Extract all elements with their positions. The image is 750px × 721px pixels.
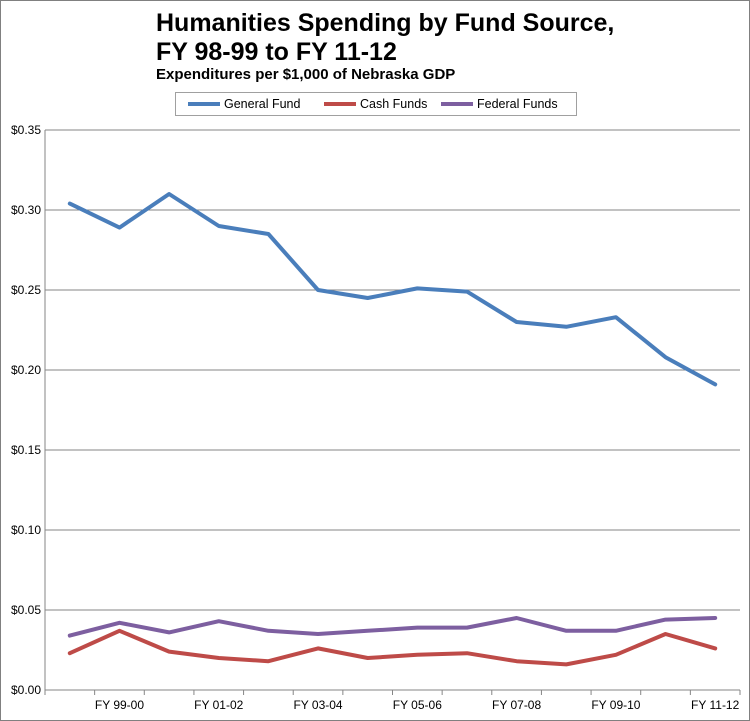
x-tick-label-5: FY 09-10 bbox=[591, 698, 640, 712]
y-tick-label-1: $0.05 bbox=[11, 603, 41, 617]
legend-item-general-fund: General Fund bbox=[188, 93, 300, 115]
y-tick-label-7: $0.35 bbox=[11, 123, 41, 137]
legend-label-cash-funds: Cash Funds bbox=[360, 97, 428, 111]
chart-title-line-2: FY 98-99 to FY 11-12 bbox=[156, 38, 397, 66]
chart-title: Humanities Spending by Fund Source, FY 9… bbox=[156, 9, 676, 67]
x-tick-label-2: FY 03-04 bbox=[293, 698, 342, 712]
chart-legend: General Fund Cash Funds Federal Funds bbox=[175, 92, 577, 116]
y-tick-label-0: $0.00 bbox=[11, 683, 41, 697]
y-tick-label-3: $0.15 bbox=[11, 443, 41, 457]
legend-swatch-general-fund bbox=[188, 102, 220, 106]
y-tick-label-6: $0.30 bbox=[11, 203, 41, 217]
legend-label-general-fund: General Fund bbox=[224, 97, 301, 111]
chart-subtitle: Expenditures per $1,000 of Nebraska GDP bbox=[156, 66, 456, 83]
x-tick-label-6: FY 11-12 bbox=[691, 698, 740, 712]
y-tick-label-2: $0.10 bbox=[11, 523, 41, 537]
x-tick-label-1: FY 01-02 bbox=[194, 698, 243, 712]
series-line-cash-funds bbox=[67, 628, 718, 667]
y-tick-label-4: $0.20 bbox=[11, 363, 41, 377]
legend-label-federal-funds: Federal Funds bbox=[477, 97, 558, 111]
x-tick-label-4: FY 07-08 bbox=[492, 698, 541, 712]
legend-item-cash-funds: Cash Funds bbox=[324, 93, 427, 115]
legend-swatch-federal-funds bbox=[441, 102, 473, 106]
series-line-general-fund bbox=[67, 192, 718, 387]
x-tick-label-3: FY 05-06 bbox=[393, 698, 442, 712]
legend-swatch-cash-funds bbox=[324, 102, 356, 106]
y-tick-label-5: $0.25 bbox=[11, 283, 41, 297]
x-tick-label-0: FY 99-00 bbox=[95, 698, 144, 712]
legend-item-federal-funds: Federal Funds bbox=[441, 93, 558, 115]
series-line-federal-funds bbox=[67, 616, 718, 638]
chart-title-line-1: Humanities Spending by Fund Source, bbox=[156, 9, 615, 37]
